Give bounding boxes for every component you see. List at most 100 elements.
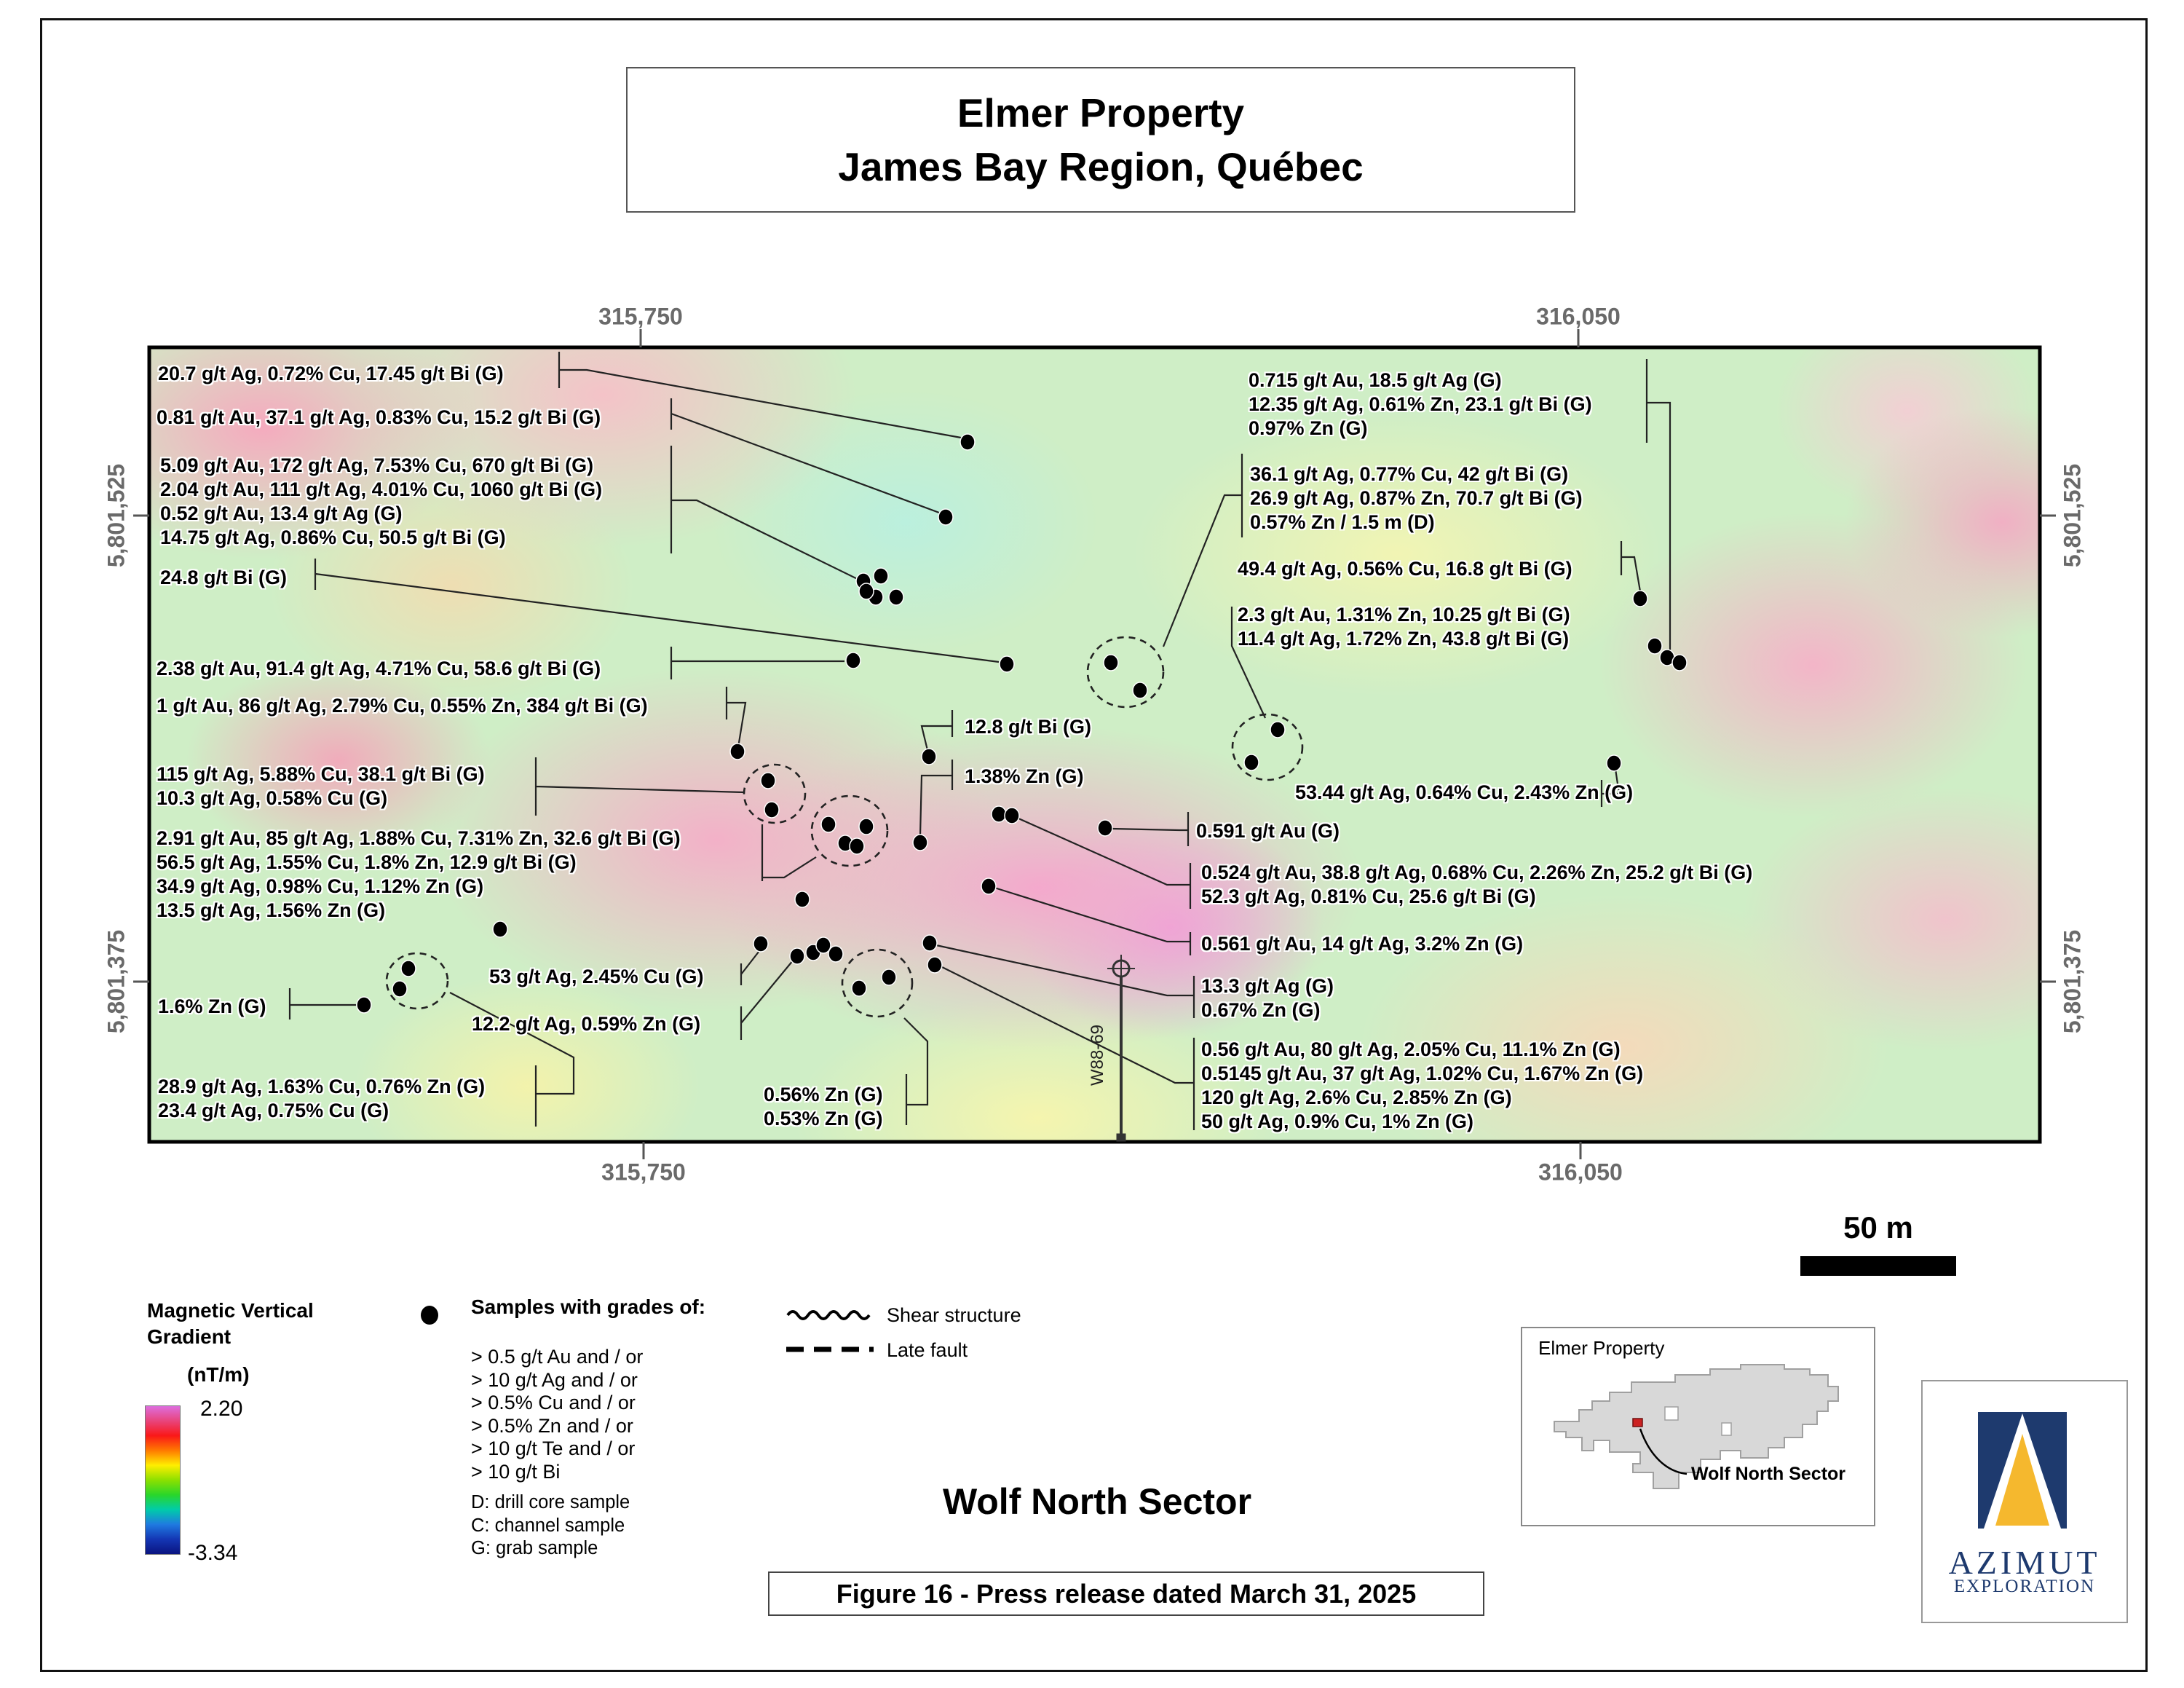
sample-grade-line: 20.7 g/t Ag, 0.72% Cu, 17.45 g/t Bi (G): [158, 363, 504, 384]
samples-legend-types: D: drill core sample C: channel sample G: …: [471, 1491, 630, 1561]
sample-grade-label: 1.38% Zn (G): [965, 765, 1084, 789]
sample-grade-line: 0.57% Zn / 1.5 m (D): [1250, 511, 1435, 533]
sample-grade-line: 26.9 g/t Ag, 0.87% Zn, 70.7 g/t Bi (G): [1250, 487, 1583, 509]
title-line-2: James Bay Region, Québec: [838, 144, 1364, 189]
late-fault-label: Late fault: [887, 1339, 968, 1361]
sample-grade-line: 0.715 g/t Au, 18.5 g/t Ag (G): [1249, 369, 1502, 391]
sample-grade-line: 13.5 g/t Ag, 1.56% Zn (G): [157, 899, 386, 921]
logo-yellow-triangle: [1995, 1434, 2049, 1526]
sample-grade-label: 5.09 g/t Au, 172 g/t Ag, 7.53% Cu, 670 g…: [160, 454, 602, 550]
sample-grade-line: 52.3 g/t Ag, 0.81% Cu, 25.6 g/t Bi (G): [1201, 886, 1536, 907]
inset-map-graphic: [1554, 1364, 1839, 1489]
sample-grade-line: 0.53% Zn (G): [764, 1108, 883, 1129]
inset-map: Elmer Property Wolf North Sector: [1521, 1327, 1875, 1526]
coordinate-label: 5,801,375: [2059, 929, 2086, 1034]
coordinate-label: 316,050: [1536, 303, 1621, 330]
title-box: Elmer Property James Bay Region, Québec: [626, 67, 1575, 213]
sample-grade-line: 12.35 g/t Ag, 0.61% Zn, 23.1 g/t Bi (G): [1249, 393, 1592, 415]
sample-grade-label: 0.715 g/t Au, 18.5 g/t Ag (G) 12.35 g/t A…: [1249, 368, 1592, 441]
sample-grade-label: 36.1 g/t Ag, 0.77% Cu, 42 g/t Bi (G) 26.9…: [1250, 462, 1583, 535]
sample-grade-line: 49.4 g/t Ag, 0.56% Cu, 16.8 g/t Bi (G): [1238, 558, 1572, 580]
sample-grade-line: 2.3 g/t Au, 1.31% Zn, 10.25 g/t Bi (G): [1238, 604, 1570, 626]
magnetic-legend-title-line2: Gradient: [147, 1325, 232, 1348]
sample-grade-line: 2.04 g/t Au, 111 g/t Ag, 4.01% Cu, 1060 …: [160, 478, 603, 500]
sample-grade-line: 56.5 g/t Ag, 1.55% Cu, 1.8% Zn, 12.9 g/t…: [157, 851, 577, 873]
sample-grade-label: 2.38 g/t Au, 91.4 g/t Ag, 4.71% Cu, 58.6…: [157, 657, 601, 681]
sample-grade-label: 12.2 g/t Ag, 0.59% Zn (G): [472, 1012, 700, 1036]
coordinate-label: 5,801,525: [103, 463, 130, 568]
sample-grade-line: 0.81 g/t Au, 37.1 g/t Ag, 0.83% Cu, 15.2…: [157, 406, 601, 428]
sample-grade-line: 2.38 g/t Au, 91.4 g/t Ag, 4.71% Cu, 58.6…: [157, 658, 601, 679]
sample-criterion: > 0.5 g/t Au and / or: [471, 1346, 644, 1368]
sector-location-marker: [1632, 1418, 1643, 1427]
sample-criterion: > 0.5% Zn and / or: [471, 1414, 633, 1437]
sample-grade-label: 0.56% Zn (G) 0.53% Zn (G): [764, 1083, 883, 1131]
figure-border: [40, 18, 2148, 1672]
magnetic-legend-title: Magnetic Vertical Gradient: [147, 1298, 314, 1350]
sample-grade-line: 53 g/t Ag, 2.45% Cu (G): [489, 966, 704, 987]
sample-grade-line: 120 g/t Ag, 2.6% Cu, 2.85% Zn (G): [1201, 1086, 1512, 1108]
sector-title: Wolf North Sector: [942, 1481, 1252, 1522]
sample-grade-label: 1 g/t Au, 86 g/t Ag, 2.79% Cu, 0.55% Zn,…: [157, 694, 648, 718]
sample-grade-line: 1 g/t Au, 86 g/t Ag, 2.79% Cu, 0.55% Zn,…: [157, 695, 648, 717]
sample-type: D: drill core sample: [471, 1492, 630, 1513]
property-outline: [1554, 1364, 1839, 1489]
sample-grade-label: 13.3 g/t Ag (G) 0.67% Zn (G): [1201, 974, 1334, 1022]
sample-grade-line: 0.56 g/t Au, 80 g/t Ag, 2.05% Cu, 11.1% …: [1201, 1038, 1621, 1060]
shear-structure-label: Shear structure: [887, 1304, 1021, 1326]
property-hole-2: [1721, 1422, 1732, 1436]
sample-grade-label: 2.3 g/t Au, 1.31% Zn, 10.25 g/t Bi (G) 11…: [1238, 603, 1570, 651]
sample-grade-label: 0.591 g/t Au (G): [1196, 819, 1340, 843]
sample-grade-label: 53 g/t Ag, 2.45% Cu (G): [489, 965, 704, 989]
sample-grade-label: 0.561 g/t Au, 14 g/t Ag, 3.2% Zn (G): [1201, 932, 1523, 956]
sample-grade-label: 49.4 g/t Ag, 0.56% Cu, 16.8 g/t Bi (G): [1238, 557, 1572, 581]
magnetic-legend-max: 2.20: [200, 1397, 243, 1421]
sample-grade-line: 1.6% Zn (G): [158, 995, 266, 1017]
inset-title: Elmer Property: [1538, 1337, 1665, 1359]
property-hole-1: [1664, 1406, 1679, 1421]
sample-grade-line: 11.4 g/t Ag, 1.72% Zn, 43.8 g/t Bi (G): [1238, 628, 1570, 650]
sample-grade-line: 34.9 g/t Ag, 0.98% Cu, 1.12% Zn (G): [157, 875, 484, 897]
sample-grade-label: 115 g/t Ag, 5.88% Cu, 38.1 g/t Bi (G) 10.…: [157, 762, 485, 811]
sample-grade-line: 0.561 g/t Au, 14 g/t Ag, 3.2% Zn (G): [1201, 933, 1524, 955]
logo-graphic: [1978, 1412, 2067, 1529]
sample-grade-label: 0.524 g/t Au, 38.8 g/t Ag, 0.68% Cu, 2.2…: [1201, 861, 1752, 909]
caption-box: Figure 16 - Press release dated March 31…: [768, 1571, 1484, 1616]
sample-grade-line: 115 g/t Ag, 5.88% Cu, 38.1 g/t Bi (G): [157, 763, 485, 785]
sample-criterion: > 10 g/t Bi: [471, 1460, 561, 1483]
caption-text: Figure 16 - Press release dated March 31…: [836, 1578, 1417, 1609]
samples-legend-criteria: > 0.5 g/t Au and / or > 10 g/t Ag and / o…: [471, 1346, 643, 1483]
sample-grade-line: 53.44 g/t Ag, 0.64% Cu, 2.43% Zn (G): [1295, 781, 1634, 803]
sample-grade-line: 28.9 g/t Ag, 1.63% Cu, 0.76% Zn (G): [158, 1076, 486, 1097]
magnetic-legend-title-line1: Magnetic Vertical: [147, 1299, 314, 1322]
sector-pointer-line: [1639, 1428, 1688, 1475]
logo-subtitle: EXPLORATION: [1953, 1577, 2096, 1596]
coordinate-label: 316,050: [1538, 1159, 1623, 1186]
sample-type: C: channel sample: [471, 1515, 625, 1536]
inset-sector-label: Wolf North Sector: [1691, 1464, 1846, 1484]
sample-grade-line: 13.3 g/t Ag (G): [1201, 975, 1334, 997]
logo-name: AZIMUT: [1948, 1544, 2101, 1581]
sample-grade-line: 50 g/t Ag, 0.9% Cu, 1% Zn (G): [1201, 1111, 1474, 1132]
magnetic-color-scale: [145, 1405, 181, 1555]
sample-grade-line: 1.38% Zn (G): [965, 765, 1084, 787]
sample-grade-line: 10.3 g/t Ag, 0.58% Cu (G): [157, 787, 388, 809]
sample-criterion: > 10 g/t Te and / or: [471, 1437, 636, 1459]
sample-grade-line: 0.591 g/t Au (G): [1196, 820, 1340, 842]
sample-grade-line: 24.8 g/t Bi (G): [160, 567, 288, 588]
coordinate-label: 5,801,525: [2059, 463, 2086, 568]
sample-grade-line: 0.5145 g/t Au, 37 g/t Ag, 1.02% Cu, 1.67…: [1201, 1062, 1644, 1084]
coordinate-label: 5,801,375: [103, 929, 130, 1034]
sample-grade-line: 0.524 g/t Au, 38.8 g/t Ag, 0.68% Cu, 2.2…: [1201, 861, 1753, 883]
magnetic-legend-min: -3.34: [188, 1541, 238, 1565]
sample-grade-line: 0.97% Zn (G): [1249, 417, 1368, 439]
sample-grade-line: 0.56% Zn (G): [764, 1084, 883, 1105]
sample-grade-line: 23.4 g/t Ag, 0.75% Cu (G): [158, 1100, 389, 1121]
sample-grade-line: 12.8 g/t Bi (G): [965, 716, 1092, 738]
sample-criterion: > 0.5% Cu and / or: [471, 1392, 636, 1413]
sample-grade-label: 1.6% Zn (G): [158, 995, 266, 1019]
sample-grade-label: 2.91 g/t Au, 85 g/t Ag, 1.88% Cu, 7.31% …: [157, 827, 681, 923]
samples-legend-title: Samples with grades of:: [471, 1295, 706, 1318]
